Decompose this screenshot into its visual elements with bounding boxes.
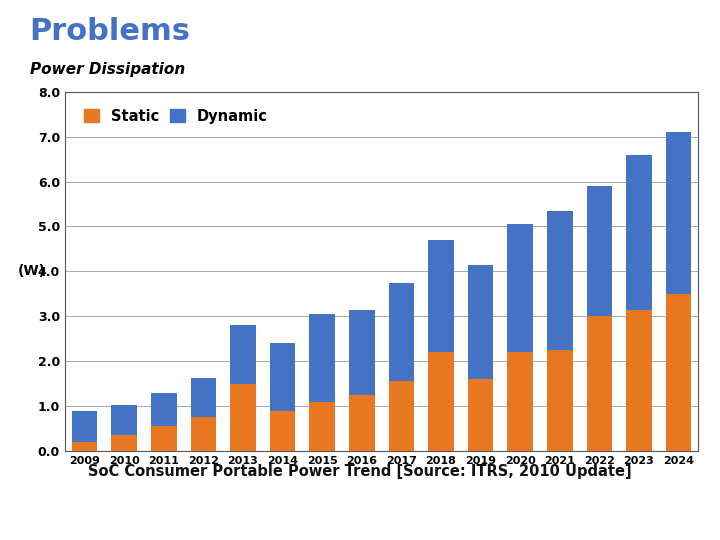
Bar <box>428 352 454 451</box>
Bar <box>191 378 216 417</box>
Bar <box>389 381 414 451</box>
Bar <box>349 395 374 451</box>
Bar <box>151 393 176 426</box>
Text: Sill Torres: Microelectronics: Sill Torres: Microelectronics <box>18 510 189 524</box>
Text: 25: 25 <box>683 510 702 524</box>
Bar <box>547 211 572 350</box>
Bar <box>112 435 137 451</box>
Bar <box>112 404 137 435</box>
Bar <box>191 417 216 451</box>
Bar <box>547 350 572 451</box>
Text: SoC Consumer Portable Power Trend [Source: ITRS, 2010 Update]: SoC Consumer Portable Power Trend [Sourc… <box>88 464 632 480</box>
Bar <box>270 410 295 451</box>
Text: Power Dissipation: Power Dissipation <box>30 62 185 77</box>
Bar <box>151 426 176 451</box>
Text: Problems: Problems <box>30 17 191 46</box>
Legend: Static, Dynamic: Static, Dynamic <box>78 103 274 130</box>
Bar <box>468 379 493 451</box>
Bar <box>310 402 335 451</box>
Bar <box>230 325 256 383</box>
Bar <box>349 309 374 395</box>
Bar <box>666 294 691 451</box>
Bar <box>389 282 414 381</box>
Bar <box>428 240 454 352</box>
Bar <box>468 265 493 379</box>
Bar <box>310 314 335 402</box>
Bar <box>508 352 533 451</box>
Bar <box>626 309 652 451</box>
Bar <box>230 383 256 451</box>
Bar <box>508 224 533 352</box>
Bar <box>587 316 612 451</box>
Bar <box>72 442 97 451</box>
Bar <box>626 154 652 309</box>
Bar <box>666 132 691 294</box>
Y-axis label: (W): (W) <box>18 265 46 278</box>
Bar <box>72 410 97 442</box>
Bar <box>270 343 295 410</box>
Bar <box>587 186 612 316</box>
